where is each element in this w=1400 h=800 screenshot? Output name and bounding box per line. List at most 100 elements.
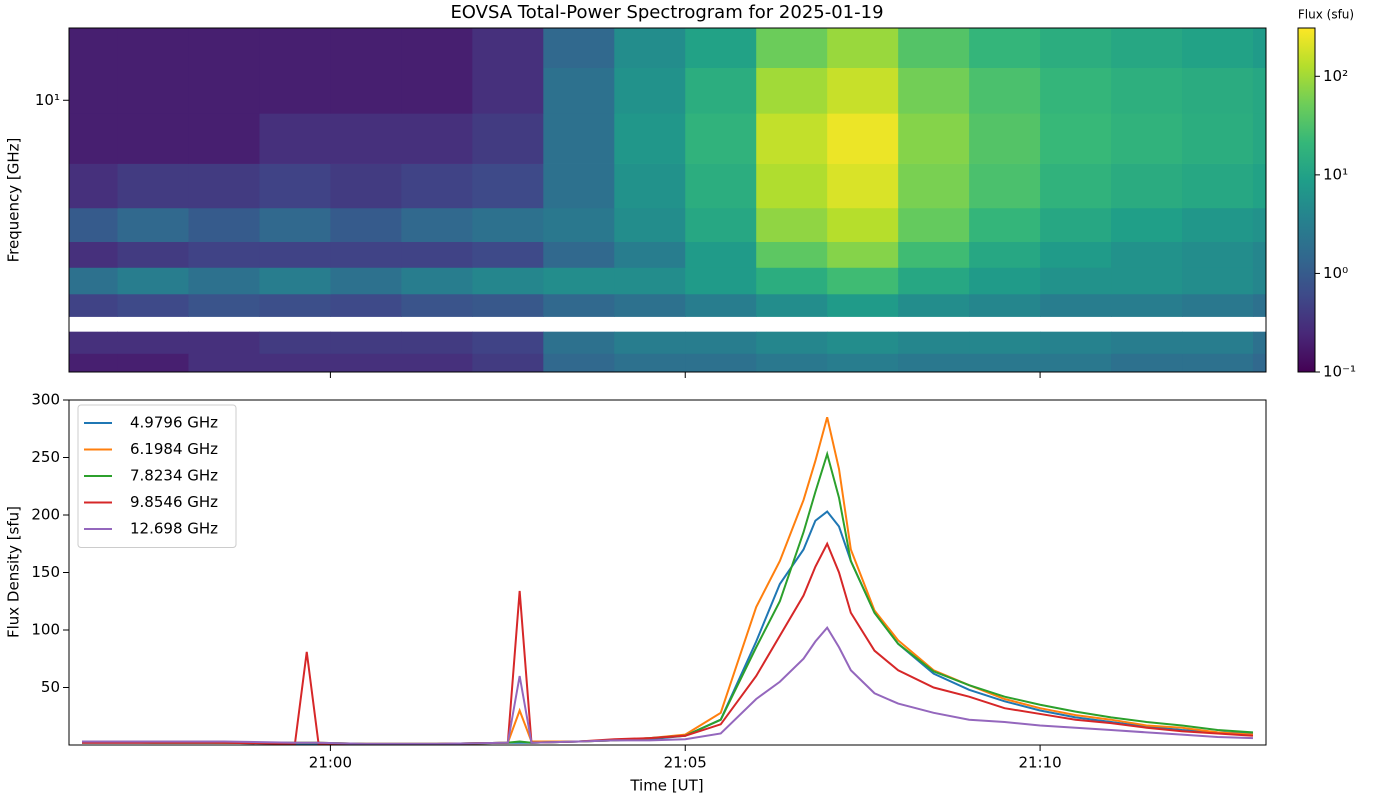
heatmap-cell xyxy=(685,163,757,209)
series-line xyxy=(81,450,1254,745)
heatmap-cell xyxy=(1252,67,1267,114)
heatmap-cell xyxy=(1111,353,1183,373)
heatmap-cell xyxy=(543,241,615,268)
heatmap-cell xyxy=(259,267,331,295)
heatmap-cell xyxy=(330,267,402,295)
heatmap-cell xyxy=(472,331,544,354)
heatmap-cell xyxy=(401,267,473,295)
heatmap-cell xyxy=(117,163,189,209)
heatmap-cell xyxy=(969,331,1041,354)
heatmap-cell xyxy=(330,353,402,373)
series-line xyxy=(82,510,1254,745)
legend-label: 9.8546 GHz xyxy=(130,493,218,511)
heatmap-cell xyxy=(756,28,828,69)
legend-box xyxy=(77,404,237,548)
heatmap-cell xyxy=(756,163,828,209)
heatmap-cell xyxy=(614,293,686,317)
legend-label: 12.698 GHz xyxy=(130,520,218,538)
heatmap-cell xyxy=(543,163,615,209)
heatmap-cell xyxy=(685,67,757,114)
colorbar-tick-label: 10⁰ xyxy=(1323,264,1348,282)
heatmap-cell xyxy=(1182,267,1254,295)
x-tick-label: 21:10 xyxy=(1018,754,1061,772)
heatmap-cell xyxy=(969,293,1041,317)
heatmap-cell xyxy=(1040,163,1112,209)
heatmap-cell xyxy=(685,331,757,354)
heatmap-cell xyxy=(472,113,544,164)
heatmap-cell xyxy=(756,293,828,317)
heatmap-cell xyxy=(969,207,1041,242)
heatmap-cell xyxy=(1040,293,1112,317)
heatmap-cell xyxy=(259,241,331,268)
heatmap-cell xyxy=(472,353,544,373)
heatmap-cell xyxy=(1252,331,1267,354)
heatmap-cell xyxy=(117,67,189,114)
y-tick-label: 300 xyxy=(31,391,60,409)
heatmap-cell xyxy=(188,353,260,373)
heatmap-cell xyxy=(401,28,473,69)
heatmap-cell xyxy=(1252,113,1267,164)
heatmap-cell xyxy=(330,163,402,209)
heatmap-cell xyxy=(756,267,828,295)
heatmap-cell xyxy=(259,353,331,373)
heatmap-cell xyxy=(69,293,118,317)
heatmap-cell xyxy=(1182,28,1254,69)
series-line xyxy=(82,416,1254,745)
y-tick-label: 10¹ xyxy=(35,91,60,109)
heatmap-cell xyxy=(117,28,189,69)
heatmap-cell xyxy=(188,163,260,209)
heatmap-cell xyxy=(259,293,331,317)
heatmap-cell xyxy=(472,67,544,114)
heatmap-cell xyxy=(259,28,331,69)
heatmap-cell xyxy=(898,207,970,242)
heatmap-cell xyxy=(69,163,118,209)
heatmap-cell xyxy=(543,293,615,317)
heatmap-cell xyxy=(1040,331,1112,354)
heatmap-cell xyxy=(401,353,473,373)
heatmap-cell xyxy=(1252,267,1267,295)
heatmap-cell xyxy=(685,113,757,164)
plot-frame xyxy=(68,399,1267,746)
x-tick-label: 21:00 xyxy=(309,754,352,772)
heatmap-cell xyxy=(117,331,189,354)
heatmap-cell xyxy=(827,207,899,242)
heatmap-cell xyxy=(188,293,260,317)
heatmap-cell xyxy=(543,113,615,164)
heatmap-cell xyxy=(330,241,402,268)
heatmap-cell xyxy=(330,67,402,114)
heatmap-cell xyxy=(1111,207,1183,242)
heatmap-cell xyxy=(614,353,686,373)
heatmap-cell xyxy=(69,207,118,242)
heatmap-cell xyxy=(1040,207,1112,242)
heatmap-cell xyxy=(756,207,828,242)
heatmap-cell xyxy=(259,113,331,164)
heatmap-cell xyxy=(472,267,544,295)
heatmap-cell xyxy=(117,293,189,317)
heatmap-cell xyxy=(472,293,544,317)
y-axis-label: Flux Density [sfu] xyxy=(5,506,23,638)
colorbar-tick-label: 10⁻¹ xyxy=(1323,363,1356,381)
heatmap-cell xyxy=(827,241,899,268)
heatmap-cell xyxy=(543,267,615,295)
heatmap-cell xyxy=(969,241,1041,268)
heatmap-cell xyxy=(1111,293,1183,317)
heatmap-cell xyxy=(685,353,757,373)
heatmap-cell xyxy=(898,293,970,317)
heatmap-cell xyxy=(756,113,828,164)
heatmap-cell xyxy=(543,331,615,354)
heatmap-cell xyxy=(898,331,970,354)
heatmap-cell xyxy=(827,163,899,209)
heatmap-cell xyxy=(898,353,970,373)
heatmap-cell xyxy=(330,207,402,242)
heatmap-cell xyxy=(188,113,260,164)
heatmap-cell xyxy=(401,113,473,164)
heatmap-cell xyxy=(1252,241,1267,268)
heatmap-cell xyxy=(1111,28,1183,69)
heatmap-cell xyxy=(1111,241,1183,268)
heatmap-cell xyxy=(117,207,189,242)
colorbar-tick-label: 10¹ xyxy=(1323,165,1348,183)
heatmap-cell xyxy=(543,207,615,242)
heatmap-cell xyxy=(614,163,686,209)
heatmap-cell xyxy=(685,293,757,317)
